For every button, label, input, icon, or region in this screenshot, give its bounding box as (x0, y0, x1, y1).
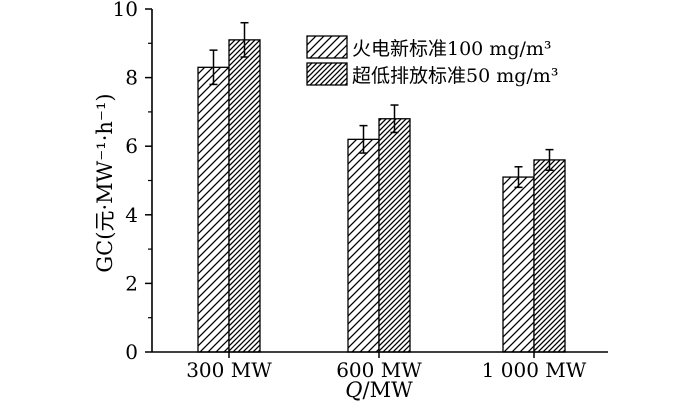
y-tick-label: 0 (125, 340, 138, 364)
legend-label-ultra-low-standard: 超低排放标准50 mg/m³ (352, 65, 558, 87)
y-tick-label: 6 (125, 134, 138, 158)
y-tick-label: 10 (113, 0, 138, 21)
bar-ultra-low-2 (533, 159, 566, 353)
x-axis-ticks: 300 MW 600 MW 1 000 MW (186, 352, 587, 382)
bar-ultra-low-1 (378, 118, 411, 353)
bar-new-standard-1 (347, 138, 380, 353)
y-axis-label: GC(元·MW⁻¹·h⁻¹) (93, 93, 117, 272)
legend-swatch-dense-hatch (306, 62, 348, 86)
bar-new-standard-0 (197, 66, 230, 353)
legend-label-new-standard: 火电新标准100 mg/m³ (352, 38, 552, 60)
x-axis-label: Q/MW (345, 378, 413, 402)
y-tick-label: 8 (125, 66, 138, 90)
bars (197, 39, 566, 353)
error-bars (209, 21, 554, 189)
legend: 火电新标准100 mg/m³ 超低排放标准50 mg/m³ (306, 35, 558, 87)
legend-swatch-sparse-hatch (306, 35, 348, 59)
x-tick-label: 1 000 MW (482, 358, 587, 382)
bar-ultra-low-0 (228, 39, 261, 353)
x-tick-label: 600 MW (336, 358, 422, 382)
y-axis-ticks: 0 2 4 6 8 10 (113, 0, 152, 364)
y-tick-label: 4 (125, 203, 138, 227)
x-tick-label: 300 MW (186, 358, 272, 382)
bar-new-standard-2 (502, 176, 535, 353)
y-tick-label: 2 (125, 271, 138, 295)
